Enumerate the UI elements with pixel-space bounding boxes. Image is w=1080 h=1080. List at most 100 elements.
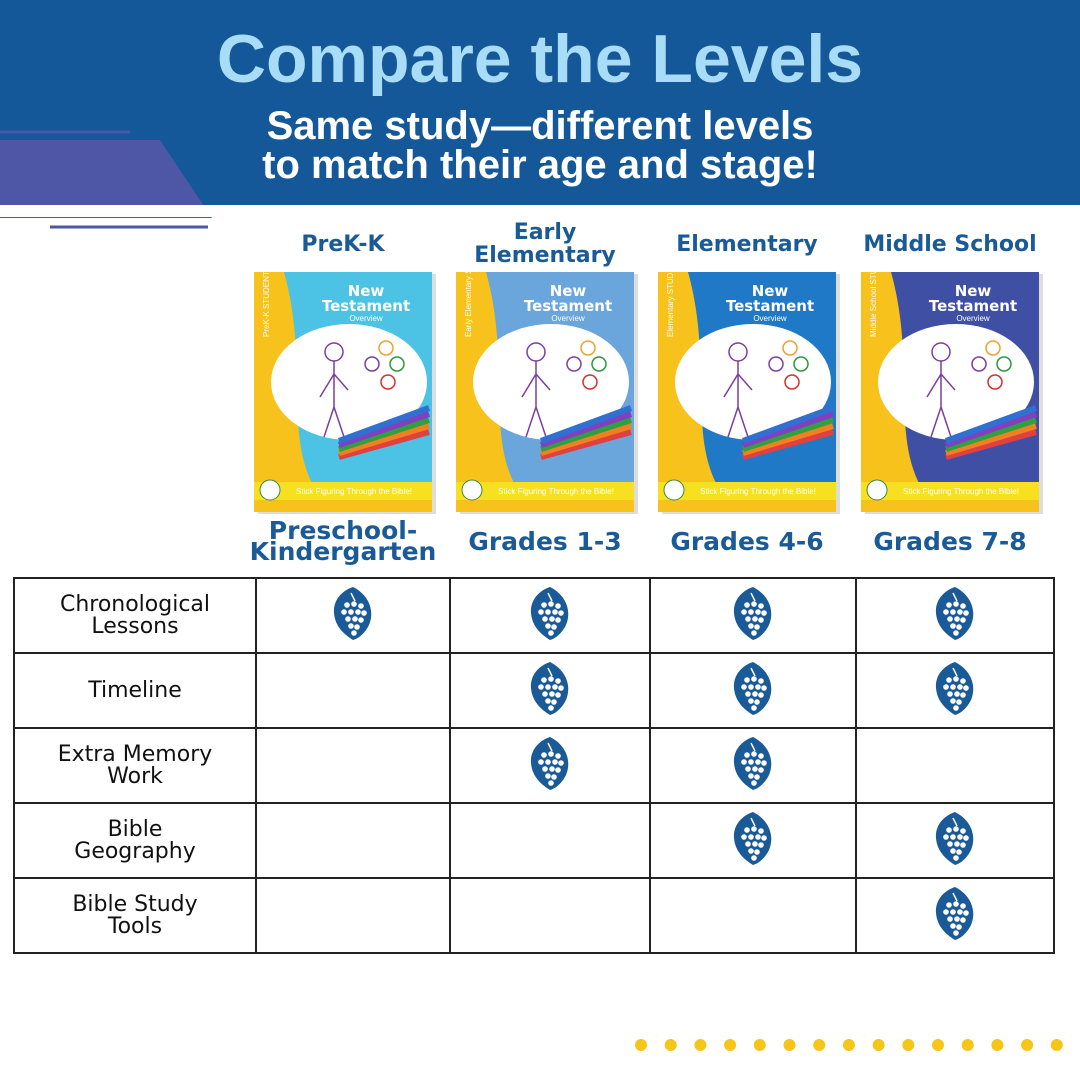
subtitle: Same study—different levels [266,104,814,148]
table-cell [649,577,857,654]
cover-footer-band [861,482,1039,500]
decor-dot [724,1039,737,1051]
cover-footer: Stick Figuring Through the Bible! [296,487,412,496]
stick-body [723,361,753,438]
face [987,374,1003,390]
decor-dot [842,1039,855,1051]
table-row: Chronological Lessons [13,577,1055,654]
table-cell [649,877,857,954]
table-cell [449,727,651,804]
decor-dot [1021,1039,1034,1051]
cover-footer: Stick Figuring Through the Bible! [903,487,1019,496]
table-cell [649,727,857,804]
cover-oval [473,324,629,440]
stick-body [319,361,349,438]
cover-title: New [955,282,992,300]
cover-subtitle: Overview [349,314,383,323]
cover-spine: PreK-K STUDENT [262,271,271,337]
decor-dot [932,1039,944,1051]
level-name: Elementary [676,231,818,257]
pencil [540,417,632,452]
face [582,374,598,390]
grade-label: Preschool-Kindergarten [249,516,437,566]
level-name: Early Elementary [474,220,616,268]
pencil [742,411,834,448]
feature-label: Extra Memory Work [13,727,257,804]
table-cell [855,802,1055,879]
table-cell [449,652,651,729]
face [566,356,582,372]
cover-spine: Elementary STUDENT [666,256,675,337]
cover-footer-band [658,482,836,500]
cover-title: New [348,282,385,300]
table-cell [449,802,651,879]
included-icon [530,737,569,790]
feature-label: Chronological Lessons [13,577,257,654]
table-cell [855,577,1055,654]
decor-dot [991,1039,1004,1051]
table-row: Timeline [13,652,1055,729]
table-cell [855,652,1055,729]
included-icon [733,662,772,715]
feature-label: Timeline [13,652,257,729]
cover-title: Testament [726,297,814,315]
pencil [945,411,1037,448]
table-cell [649,802,857,879]
pencil [945,429,1037,460]
included-icon [935,887,974,940]
face [784,374,800,390]
book-cover: Stick Figuring Through the Bible! NewTest… [456,236,638,514]
pencil [338,417,430,452]
pencil [337,405,431,444]
decor-dot [694,1039,707,1051]
included-icon [935,812,974,865]
cover-oval [675,324,831,440]
decor-dot [813,1039,826,1051]
level-name: PreK-K [301,231,385,257]
decor-dot [664,1039,677,1051]
table-cell [449,577,651,654]
book-cover: Stick Figuring Through the Bible! NewTest… [658,256,840,514]
included-icon [530,662,569,715]
cover-title: Testament [929,297,1017,315]
cover-footer-band [254,482,432,500]
stick-body [926,361,956,438]
cover-subtitle: Overview [551,314,585,323]
subtitle: to match their age and stage! [262,143,818,187]
feature-label: Bible Geography [13,802,257,879]
pencil [741,405,835,444]
level-name: Middle School [863,231,1037,257]
decor-dot [635,1039,647,1051]
band-gap [0,205,1080,217]
table-cell [255,727,451,804]
cover-title: New [550,282,587,300]
table-cell [855,727,1055,804]
pencil [945,423,1037,456]
pencil [338,411,430,448]
face [364,356,380,372]
decor-dot [872,1039,885,1051]
face [768,356,784,372]
logo [259,479,281,501]
pencil [742,423,834,456]
cover-subtitle: Overview [956,314,990,323]
cover-footer-band [456,482,634,500]
stick-body [521,361,551,438]
book-cover: Stick Figuring Through the Bible! NewTest… [861,247,1043,514]
logo [866,479,888,501]
grade-label: Grades 7-8 [873,526,1027,556]
table-cell [855,877,1055,954]
face [591,356,607,372]
included-icon [733,812,772,865]
pencil [338,429,430,460]
table-cell [649,652,857,729]
logo [663,479,685,501]
cover-spine: Early Elementary STUDENT [464,236,473,337]
table-cell [255,802,451,879]
grade-label: Grades 4-6 [670,526,824,556]
title: Compare the Levels [216,21,864,97]
pencil [540,411,632,448]
face [380,374,396,390]
